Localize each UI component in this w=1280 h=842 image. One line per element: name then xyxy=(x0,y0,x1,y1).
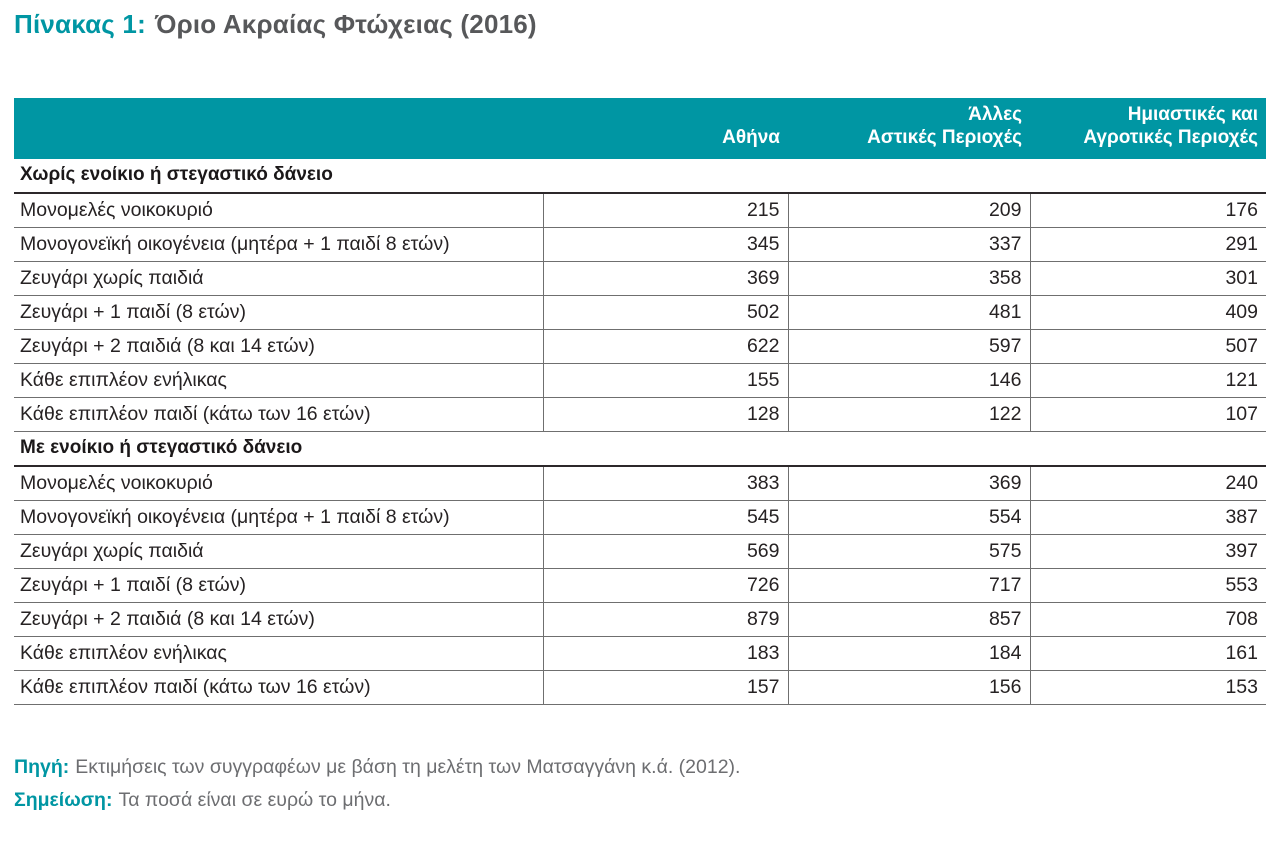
column-header-empty xyxy=(14,98,543,159)
value-athens: 383 xyxy=(542,465,788,501)
column-header-semiurban-rural: Ημιαστικές και Αγροτικές Περιοχές xyxy=(1030,98,1266,159)
column-header-other-urban: Άλλες Αστικές Περιοχές xyxy=(788,98,1030,159)
section-title: Χωρίς ενοίκιο ή στεγαστικό δάνειο xyxy=(14,158,1266,194)
column-header-line: Αστικές Περιοχές xyxy=(867,126,1022,148)
value-athens: 879 xyxy=(542,602,788,637)
row-label: Κάθε επιπλέον ενήλικας xyxy=(14,363,543,398)
row-label: Ζευγάρι χωρίς παιδιά xyxy=(14,534,543,569)
row-label: Μονογονεϊκή οικογένεια (μητέρα + 1 παιδί… xyxy=(14,500,543,535)
value-other-urban: 209 xyxy=(787,192,1030,228)
value-semiurban-rural: 553 xyxy=(1029,568,1266,603)
row-label: Μονομελές νοικοκυριό xyxy=(14,465,543,501)
source-note: Πηγή: Εκτιμήσεις των συγγραφέων με βάση τ… xyxy=(14,751,1266,784)
value-athens: 157 xyxy=(542,670,788,705)
value-athens: 726 xyxy=(542,568,788,603)
value-semiurban-rural: 107 xyxy=(1029,397,1266,432)
value-other-urban: 597 xyxy=(787,329,1030,364)
row-label: Μονογονεϊκή οικογένεια (μητέρα + 1 παιδί… xyxy=(14,227,543,262)
page-title: Πίνακας 1: Όριο Ακραίας Φτώχειας (2016) xyxy=(14,9,1266,40)
remark-note: Σημείωση: Τα ποσά είναι σε ευρώ το μήνα. xyxy=(14,784,1266,817)
header-row: Αθήνα Άλλες Αστικές Περιοχές Ημιαστικές … xyxy=(14,98,1266,159)
value-athens: 622 xyxy=(542,329,788,364)
footnotes: Πηγή: Εκτιμήσεις των συγγραφέων με βάση τ… xyxy=(14,751,1266,817)
value-semiurban-rural: 708 xyxy=(1029,602,1266,637)
value-athens: 545 xyxy=(542,500,788,535)
value-semiurban-rural: 301 xyxy=(1029,261,1266,296)
value-other-urban: 146 xyxy=(787,363,1030,398)
value-semiurban-rural: 121 xyxy=(1029,363,1266,398)
row-label: Κάθε επιπλέον ενήλικας xyxy=(14,636,543,671)
value-athens: 215 xyxy=(542,192,788,228)
value-other-urban: 156 xyxy=(787,670,1030,705)
table-row: Κάθε επιπλέον παιδί (κάτω των 16 ετών) 1… xyxy=(14,397,1266,432)
value-semiurban-rural: 176 xyxy=(1029,192,1266,228)
table-row: Ζευγάρι + 1 παιδί (8 ετών) 726 717 553 xyxy=(14,568,1266,603)
column-header-line: Αγροτικές Περιοχές xyxy=(1083,126,1258,148)
value-other-urban: 575 xyxy=(787,534,1030,569)
value-semiurban-rural: 153 xyxy=(1029,670,1266,705)
value-other-urban: 184 xyxy=(787,636,1030,671)
table-row: Ζευγάρι χωρίς παιδιά 369 358 301 xyxy=(14,261,1266,296)
row-label: Ζευγάρι + 1 παιδί (8 ετών) xyxy=(14,568,543,603)
row-label: Κάθε επιπλέον παιδί (κάτω των 16 ετών) xyxy=(14,670,543,705)
value-semiurban-rural: 240 xyxy=(1029,465,1266,501)
value-semiurban-rural: 397 xyxy=(1029,534,1266,569)
column-header-line: Ημιαστικές και xyxy=(1127,104,1258,125)
value-athens: 569 xyxy=(542,534,788,569)
value-other-urban: 717 xyxy=(787,568,1030,603)
value-semiurban-rural: 409 xyxy=(1029,295,1266,330)
table-number-label: Πίνακας 1: xyxy=(14,9,146,39)
remark-text: Τα ποσά είναι σε ευρώ το μήνα. xyxy=(118,788,391,811)
table-row: Κάθε επιπλέον παιδί (κάτω των 16 ετών) 1… xyxy=(14,670,1266,705)
section-header-with-rent: Με ενοίκιο ή στεγαστικό δάνειο xyxy=(14,431,1266,467)
row-label: Κάθε επιπλέον παιδί (κάτω των 16 ετών) xyxy=(14,397,543,432)
table-row: Μονομελές νοικοκυριό 215 209 176 xyxy=(14,192,1266,228)
page: Πίνακας 1: Όριο Ακραίας Φτώχειας (2016) Α… xyxy=(14,9,1266,817)
column-header-line: Άλλες xyxy=(968,104,1022,125)
table-title-text: Όριο Ακραίας Φτώχειας (2016) xyxy=(154,9,537,39)
column-header-line: Αθήνα xyxy=(722,126,780,148)
value-other-urban: 554 xyxy=(787,500,1030,535)
source-text: Εκτιμήσεις των συγγραφέων με βάση τη μελ… xyxy=(75,755,741,778)
column-header-athens: Αθήνα xyxy=(543,98,788,159)
value-other-urban: 481 xyxy=(787,295,1030,330)
row-label: Μονομελές νοικοκυριό xyxy=(14,192,543,228)
row-label: Ζευγάρι χωρίς παιδιά xyxy=(14,261,543,296)
value-other-urban: 337 xyxy=(787,227,1030,262)
value-athens: 155 xyxy=(542,363,788,398)
table-row: Ζευγάρι + 2 παιδιά (8 και 14 ετών) 879 8… xyxy=(14,602,1266,637)
value-semiurban-rural: 387 xyxy=(1029,500,1266,535)
table-row: Μονομελές νοικοκυριό 383 369 240 xyxy=(14,465,1266,501)
table-row: Ζευγάρι + 2 παιδιά (8 και 14 ετών) 622 5… xyxy=(14,329,1266,364)
poverty-threshold-table: Αθήνα Άλλες Αστικές Περιοχές Ημιαστικές … xyxy=(14,98,1266,705)
value-semiurban-rural: 507 xyxy=(1029,329,1266,364)
value-athens: 345 xyxy=(542,227,788,262)
value-other-urban: 369 xyxy=(787,465,1030,501)
value-athens: 183 xyxy=(542,636,788,671)
table-row: Κάθε επιπλέον ενήλικας 183 184 161 xyxy=(14,636,1266,671)
value-athens: 128 xyxy=(542,397,788,432)
table-row: Μονογονεϊκή οικογένεια (μητέρα + 1 παιδί… xyxy=(14,500,1266,535)
value-other-urban: 857 xyxy=(787,602,1030,637)
source-label: Πηγή: xyxy=(14,755,70,778)
remark-label: Σημείωση: xyxy=(14,788,113,811)
value-athens: 502 xyxy=(542,295,788,330)
value-semiurban-rural: 291 xyxy=(1029,227,1266,262)
value-other-urban: 122 xyxy=(787,397,1030,432)
section-header-without-rent: Χωρίς ενοίκιο ή στεγαστικό δάνειο xyxy=(14,158,1266,194)
table-row: Μονογονεϊκή οικογένεια (μητέρα + 1 παιδί… xyxy=(14,227,1266,262)
table-row: Ζευγάρι χωρίς παιδιά 569 575 397 xyxy=(14,534,1266,569)
value-other-urban: 358 xyxy=(787,261,1030,296)
row-label: Ζευγάρι + 2 παιδιά (8 και 14 ετών) xyxy=(14,602,543,637)
table-row: Ζευγάρι + 1 παιδί (8 ετών) 502 481 409 xyxy=(14,295,1266,330)
table-row: Κάθε επιπλέον ενήλικας 155 146 121 xyxy=(14,363,1266,398)
value-semiurban-rural: 161 xyxy=(1029,636,1266,671)
row-label: Ζευγάρι + 2 παιδιά (8 και 14 ετών) xyxy=(14,329,543,364)
section-title: Με ενοίκιο ή στεγαστικό δάνειο xyxy=(14,431,1266,467)
value-athens: 369 xyxy=(542,261,788,296)
row-label: Ζευγάρι + 1 παιδί (8 ετών) xyxy=(14,295,543,330)
